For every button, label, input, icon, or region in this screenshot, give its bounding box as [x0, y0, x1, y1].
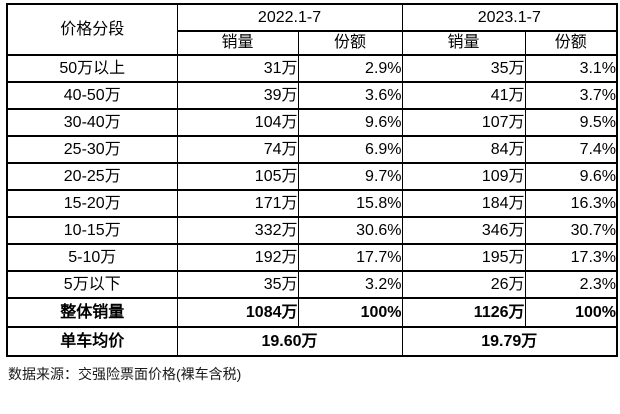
share-2022-cell: 2.9% [297, 54, 403, 83]
total-sales-2022-cell: 1084万 [176, 297, 299, 328]
share-2022-cell: 6.9% [297, 135, 403, 164]
share-2022-cell: 9.7% [297, 162, 403, 191]
segment-cell: 5-10万 [6, 243, 178, 272]
header-row-metrics: 销量 份额 销量 份额 [7, 30, 618, 56]
col-header-period-2022: 2022.1-7 [176, 3, 403, 32]
sales-2022-cell: 171万 [176, 189, 299, 218]
segment-cell: 40-50万 [6, 81, 178, 110]
table-row: 5万以下 35万 3.2% 26万 2.3% [6, 270, 618, 299]
table-row: 15-20万 171万 15.8% 184万 16.3% [6, 189, 618, 218]
table-wrapper: 价格分段 2022.1-7 2023.1-7 销量 份额 销量 份额 50万以上… [6, 3, 619, 382]
share-2023-cell: 9.5% [524, 108, 618, 137]
avg-price-2022-cell: 19.60万 [176, 326, 403, 357]
share-2022-cell: 9.6% [297, 108, 403, 137]
share-2022-cell: 3.2% [297, 270, 403, 299]
sales-2023-cell: 26万 [401, 270, 526, 299]
share-2022-cell: 30.6% [297, 216, 403, 245]
sales-2022-cell: 105万 [176, 162, 299, 191]
sales-2023-cell: 109万 [401, 162, 526, 191]
table-row: 25-30万 74万 6.9% 84万 7.4% [6, 135, 618, 164]
sales-2023-cell: 107万 [401, 108, 526, 137]
sales-2023-cell: 195万 [401, 243, 526, 272]
sales-2022-cell: 39万 [176, 81, 299, 110]
share-2023-cell: 2.3% [524, 270, 618, 299]
table-row: 20-25万 105万 9.7% 109万 9.6% [6, 162, 618, 191]
sales-2022-cell: 332万 [176, 216, 299, 245]
segment-cell: 20-25万 [6, 162, 178, 191]
sales-2023-cell: 346万 [401, 216, 526, 245]
segment-cell: 30-40万 [6, 108, 178, 137]
total-label-cell: 整体销量 [6, 297, 178, 328]
table-row: 10-15万 332万 30.6% 346万 30.7% [6, 216, 618, 245]
share-2022-cell: 3.6% [297, 81, 403, 110]
total-sales-row: 整体销量 1084万 100% 1126万 100% [6, 297, 618, 328]
col-header-sales-2023: 销量 [401, 30, 526, 56]
avg-price-2023-cell: 19.79万 [401, 326, 618, 357]
table-row: 40-50万 39万 3.6% 41万 3.7% [6, 81, 618, 110]
segment-cell: 5万以下 [6, 270, 178, 299]
sales-2022-cell: 35万 [176, 270, 299, 299]
col-header-sales-2022: 销量 [176, 30, 299, 56]
share-2023-cell: 30.7% [524, 216, 618, 245]
share-2023-cell: 3.7% [524, 81, 618, 110]
segment-cell: 25-30万 [6, 135, 178, 164]
total-share-2023-cell: 100% [524, 297, 618, 328]
col-header-segment: 价格分段 [6, 3, 178, 56]
sales-2023-cell: 35万 [401, 54, 526, 83]
share-2023-cell: 17.3% [524, 243, 618, 272]
share-2022-cell: 17.7% [297, 243, 403, 272]
share-2023-cell: 3.1% [524, 54, 618, 83]
sales-2023-cell: 41万 [401, 81, 526, 110]
total-share-2022-cell: 100% [297, 297, 403, 328]
col-header-share-2023: 份额 [524, 30, 618, 56]
sales-2022-cell: 31万 [176, 54, 299, 83]
table-row: 5-10万 192万 17.7% 195万 17.3% [6, 243, 618, 272]
col-header-share-2022: 份额 [297, 30, 403, 56]
segment-cell: 50万以上 [6, 54, 178, 83]
sales-2023-cell: 84万 [401, 135, 526, 164]
avg-price-label-cell: 单车均价 [6, 326, 178, 357]
share-2022-cell: 15.8% [297, 189, 403, 218]
total-sales-2023-cell: 1126万 [401, 297, 526, 328]
segment-cell: 10-15万 [6, 216, 178, 245]
price-segment-sales-table: 价格分段 2022.1-7 2023.1-7 销量 份额 销量 份额 50万以上… [6, 3, 619, 357]
header-row-periods: 价格分段 2022.1-7 2023.1-7 [6, 3, 618, 56]
average-price-row: 单车均价 19.60万 19.79万 [6, 326, 618, 357]
share-2023-cell: 16.3% [524, 189, 618, 218]
segment-cell: 15-20万 [6, 189, 178, 218]
sales-2023-cell: 184万 [401, 189, 526, 218]
table-row: 30-40万 104万 9.6% 107万 9.5% [6, 108, 618, 137]
sales-2022-cell: 192万 [176, 243, 299, 272]
col-header-period-2023: 2023.1-7 [401, 3, 618, 32]
sales-2022-cell: 104万 [176, 108, 299, 137]
sales-2022-cell: 74万 [176, 135, 299, 164]
data-source-note: 数据来源：交强险票面价格(裸车含税) [8, 366, 242, 382]
table-row: 50万以上 31万 2.9% 35万 3.1% [6, 54, 618, 83]
share-2023-cell: 7.4% [524, 135, 618, 164]
share-2023-cell: 9.6% [524, 162, 618, 191]
